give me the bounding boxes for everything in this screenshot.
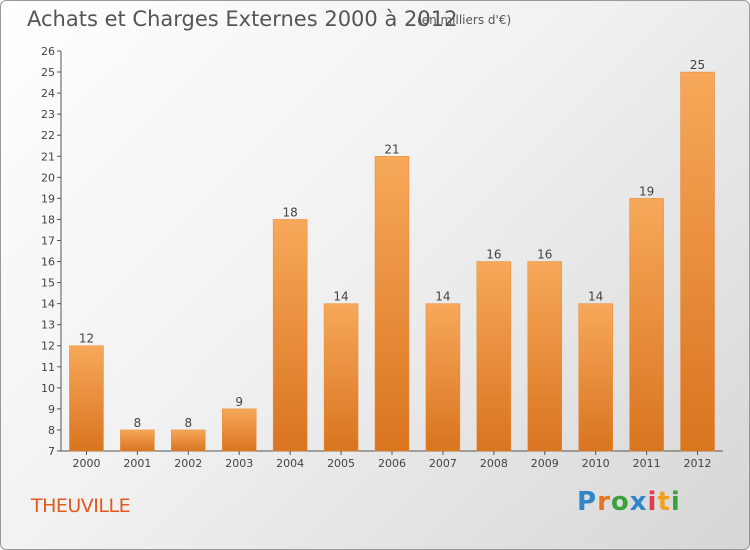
x-tick-label: 2008: [480, 457, 508, 470]
y-tick-label: 15: [41, 277, 55, 290]
data-label: 14: [333, 290, 348, 304]
y-tick-label: 22: [41, 129, 55, 142]
bar: [680, 71, 715, 452]
logo-letter: i: [670, 487, 681, 517]
bar: [629, 198, 664, 452]
y-tick-label: 25: [41, 66, 55, 79]
bar: [374, 156, 410, 452]
x-tick-label: 2003: [225, 457, 253, 470]
logo-letter: P: [577, 487, 598, 517]
y-tick-label: 19: [41, 192, 55, 205]
data-label: 18: [283, 205, 298, 219]
y-tick-label: 10: [41, 382, 55, 395]
y-tick-label: 26: [41, 45, 55, 58]
x-tick-label: 2010: [582, 457, 610, 470]
logo-letter: t: [657, 487, 671, 517]
data-label: 16: [537, 248, 552, 262]
x-tick-label: 2007: [429, 457, 457, 470]
y-tick-label: 8: [48, 424, 55, 437]
y-tick-label: 16: [41, 256, 55, 269]
logo-letter: o: [610, 487, 630, 517]
y-tick-label: 18: [41, 213, 55, 226]
logo-letter: x: [629, 487, 648, 517]
y-tick-label: 17: [41, 234, 55, 247]
bar: [578, 303, 613, 452]
bar: [323, 303, 359, 452]
bar: [527, 261, 563, 452]
x-tick-label: 2005: [327, 457, 355, 470]
y-tick-label: 12: [41, 340, 55, 353]
x-tick-label: 2002: [174, 457, 202, 470]
x-tick-label: 2004: [276, 457, 304, 470]
data-label: 14: [588, 290, 603, 304]
y-tick-label: 21: [41, 150, 55, 163]
y-tick-label: 20: [41, 171, 55, 184]
logo-letter: r: [597, 487, 611, 517]
bar: [476, 261, 512, 452]
bar: [425, 303, 461, 452]
data-label: 14: [435, 290, 450, 304]
logo-letter: i: [647, 487, 658, 517]
y-tick-label: 13: [41, 319, 55, 332]
y-tick-label: 14: [41, 298, 55, 311]
data-label: 8: [134, 416, 142, 430]
data-label: 19: [639, 184, 654, 198]
bar: [69, 345, 104, 452]
x-tick-label: 2006: [378, 457, 406, 470]
bar: [272, 219, 308, 452]
data-label: 21: [384, 142, 399, 156]
proxiti-logo: Proxiti: [577, 487, 681, 517]
bar: [120, 429, 155, 452]
x-tick-label: 2000: [72, 457, 100, 470]
bar: [171, 429, 206, 452]
chart-unit: (en milliers d'€): [417, 13, 512, 27]
data-label: 9: [235, 395, 243, 409]
x-tick-label: 2011: [633, 457, 661, 470]
y-tick-label: 11: [41, 361, 55, 374]
chart-title: Achats et Charges Externes 2000 à 2012: [27, 7, 458, 31]
data-label: 16: [486, 248, 501, 262]
bar: [221, 408, 257, 452]
y-tick-label: 9: [48, 403, 55, 416]
data-label: 8: [184, 416, 192, 430]
data-label: 12: [79, 332, 94, 346]
data-label: 25: [690, 58, 705, 72]
y-tick-label: 7: [48, 445, 55, 458]
x-tick-label: 2012: [684, 457, 712, 470]
y-tick-label: 23: [41, 108, 55, 121]
x-tick-label: 2009: [531, 457, 559, 470]
x-tick-label: 2001: [123, 457, 151, 470]
commune-name: THEUVILLE: [31, 495, 131, 517]
y-tick-label: 24: [41, 87, 55, 100]
